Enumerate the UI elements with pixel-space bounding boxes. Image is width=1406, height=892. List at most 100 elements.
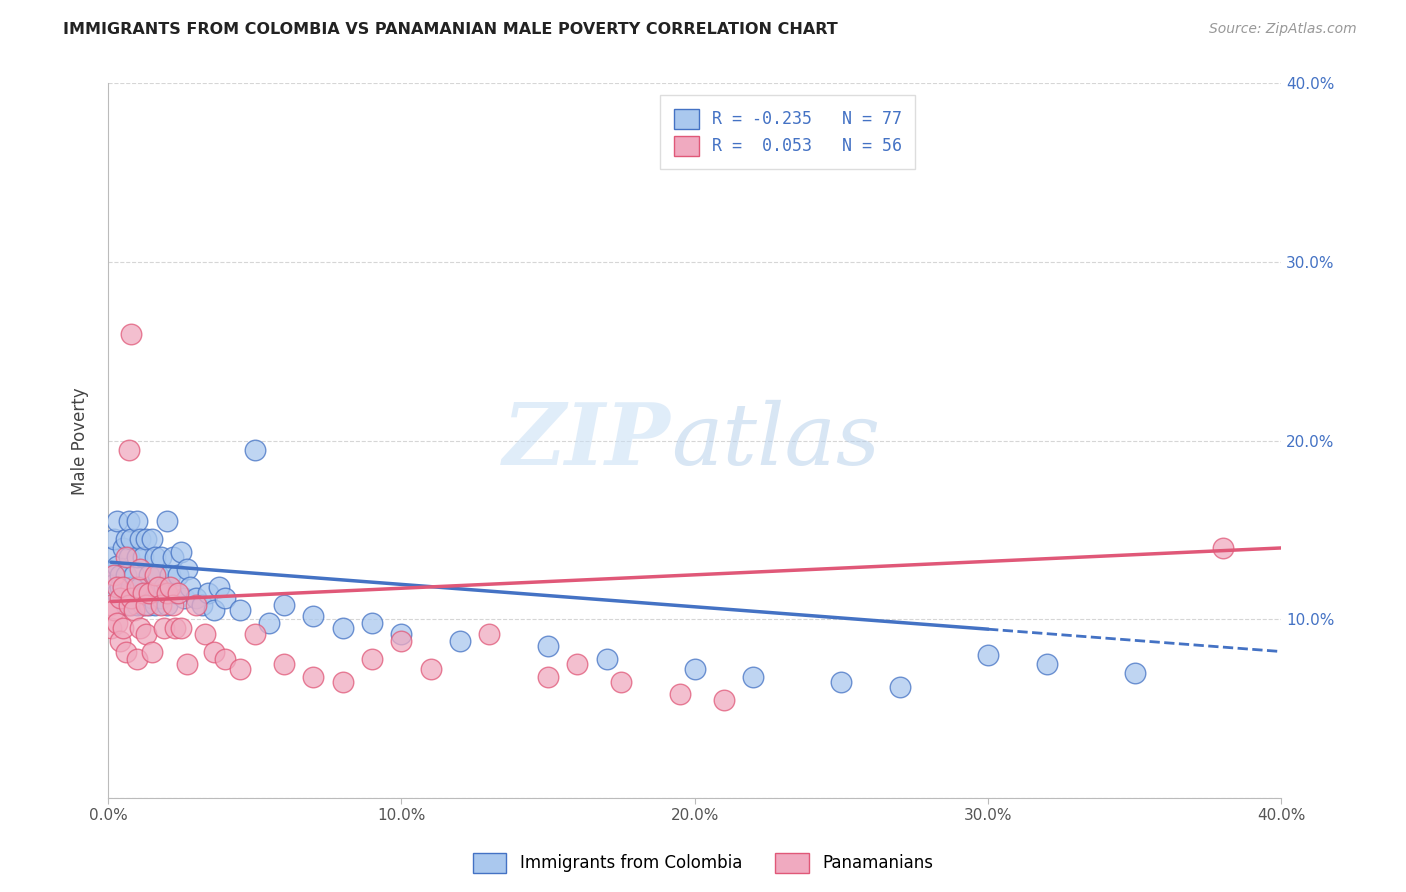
Point [135, 585, 157, 599]
Point [135, 598, 157, 612]
Point [273, 598, 295, 612]
Point [184, 591, 207, 605]
Point [170, 544, 193, 558]
Point [143, 549, 166, 564]
Point [977, 648, 1000, 662]
Point [114, 644, 136, 658]
Point [184, 598, 207, 612]
Point [143, 598, 166, 612]
Point [111, 621, 134, 635]
Point [302, 669, 325, 683]
Point [127, 580, 149, 594]
Point [141, 644, 163, 658]
Point [165, 585, 187, 599]
Point [146, 585, 169, 599]
Point [683, 662, 706, 676]
Point [120, 532, 142, 546]
Point [669, 688, 692, 702]
Point [229, 603, 252, 617]
Point [478, 626, 501, 640]
Point [449, 633, 471, 648]
Point [197, 585, 219, 599]
Point [159, 567, 181, 582]
Point [100, 621, 122, 635]
Point [124, 603, 146, 617]
Point [138, 567, 160, 582]
Point [103, 603, 125, 617]
Point [105, 585, 128, 599]
Y-axis label: Male Poverty: Male Poverty [72, 387, 89, 494]
Text: Source: ZipAtlas.com: Source: ZipAtlas.com [1209, 22, 1357, 37]
Point [332, 675, 354, 690]
Point [114, 598, 136, 612]
Point [159, 580, 181, 594]
Legend: Immigrants from Colombia, Panamanians: Immigrants from Colombia, Panamanians [467, 847, 939, 880]
Point [120, 598, 142, 612]
Point [176, 657, 198, 671]
Point [132, 585, 155, 599]
Point [120, 580, 142, 594]
Point [108, 567, 131, 582]
Point [124, 567, 146, 582]
Point [129, 621, 152, 635]
Point [537, 669, 560, 683]
Point [229, 662, 252, 676]
Point [127, 651, 149, 665]
Point [243, 442, 266, 457]
Point [1123, 665, 1146, 680]
Point [165, 621, 187, 635]
Point [117, 598, 139, 612]
Point [179, 580, 201, 594]
Point [191, 598, 214, 612]
Point [117, 549, 139, 564]
Point [111, 580, 134, 594]
Point [214, 591, 236, 605]
Legend: R = -0.235   N = 77, R =  0.053   N = 56: R = -0.235 N = 77, R = 0.053 N = 56 [661, 95, 915, 169]
Point [117, 514, 139, 528]
Point [114, 549, 136, 564]
Point [114, 567, 136, 582]
Point [713, 693, 735, 707]
Point [173, 591, 195, 605]
Point [105, 514, 128, 528]
Point [389, 626, 412, 640]
Point [156, 514, 179, 528]
Point [742, 669, 765, 683]
Point [141, 532, 163, 546]
Point [127, 598, 149, 612]
Point [132, 549, 155, 564]
Point [111, 580, 134, 594]
Point [162, 549, 184, 564]
Point [105, 558, 128, 573]
Point [152, 621, 174, 635]
Text: atlas: atlas [671, 400, 880, 482]
Point [120, 326, 142, 341]
Point [419, 662, 441, 676]
Point [146, 567, 169, 582]
Point [100, 567, 122, 582]
Point [143, 567, 166, 582]
Point [273, 657, 295, 671]
Point [105, 615, 128, 630]
Point [170, 621, 193, 635]
Point [202, 644, 225, 658]
Point [149, 591, 172, 605]
Point [108, 591, 131, 605]
Point [138, 598, 160, 612]
Point [194, 626, 217, 640]
Point [135, 532, 157, 546]
Point [108, 580, 131, 594]
Point [1212, 541, 1234, 555]
Point [149, 598, 172, 612]
Point [149, 549, 172, 564]
Point [208, 580, 231, 594]
Point [146, 580, 169, 594]
Point [135, 626, 157, 640]
Point [103, 576, 125, 591]
Point [132, 598, 155, 612]
Point [124, 591, 146, 605]
Point [156, 585, 179, 599]
Point [167, 585, 190, 599]
Point [103, 532, 125, 546]
Point [129, 580, 152, 594]
